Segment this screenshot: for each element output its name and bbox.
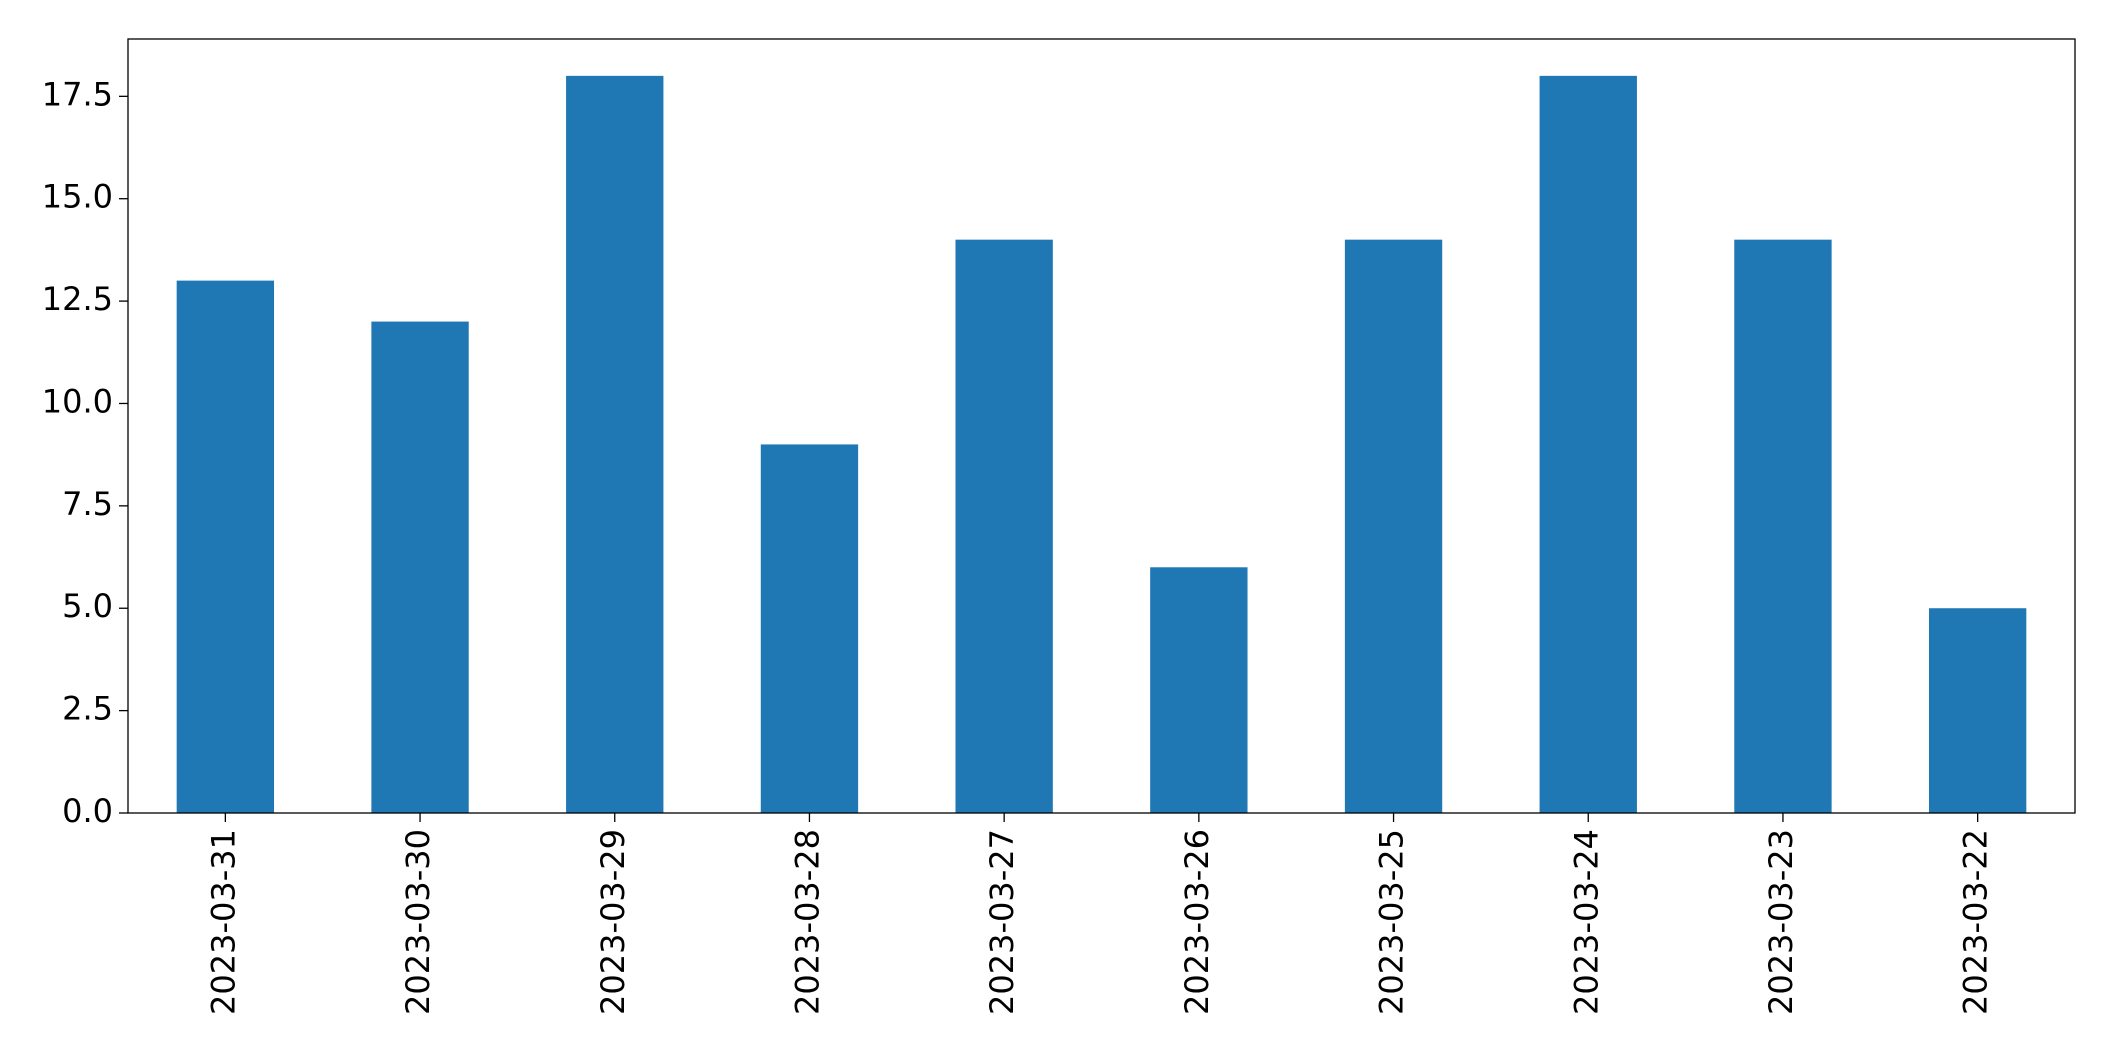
bar [371, 321, 469, 813]
bar [1150, 567, 1248, 813]
y-tick-label: 15.0 [42, 178, 113, 216]
x-tick-label: 2023-03-30 [399, 829, 437, 1015]
y-tick-label: 10.0 [42, 382, 113, 420]
y-tick-label: 2.5 [62, 690, 113, 728]
x-tick-label: 2023-03-25 [1373, 829, 1411, 1015]
bar [1928, 608, 2027, 813]
bar [1344, 239, 1443, 813]
x-tick-label: 2023-03-31 [204, 829, 242, 1015]
x-tick-label: 2023-03-26 [1178, 829, 1216, 1015]
plot-frame [127, 38, 2076, 814]
bar [176, 280, 275, 814]
bar [1734, 239, 1832, 813]
bar [1539, 75, 1637, 814]
bar [566, 75, 664, 814]
x-tick-label: 2023-03-24 [1567, 829, 1605, 1015]
y-tick-label: 12.5 [42, 280, 113, 318]
bar [760, 444, 859, 813]
y-tick-label: 5.0 [62, 587, 113, 625]
y-tick-label: 7.5 [62, 485, 113, 523]
x-tick-label: 2023-03-22 [1957, 829, 1995, 1015]
x-tick-label: 2023-03-27 [983, 829, 1021, 1015]
x-tick-label: 2023-03-28 [788, 829, 826, 1015]
y-tick-label: 17.5 [42, 75, 113, 113]
bar [955, 239, 1053, 813]
x-tick-label: 2023-03-29 [594, 829, 632, 1015]
x-tick-label: 2023-03-23 [1762, 829, 1800, 1015]
y-tick-label: 0.0 [62, 792, 113, 830]
